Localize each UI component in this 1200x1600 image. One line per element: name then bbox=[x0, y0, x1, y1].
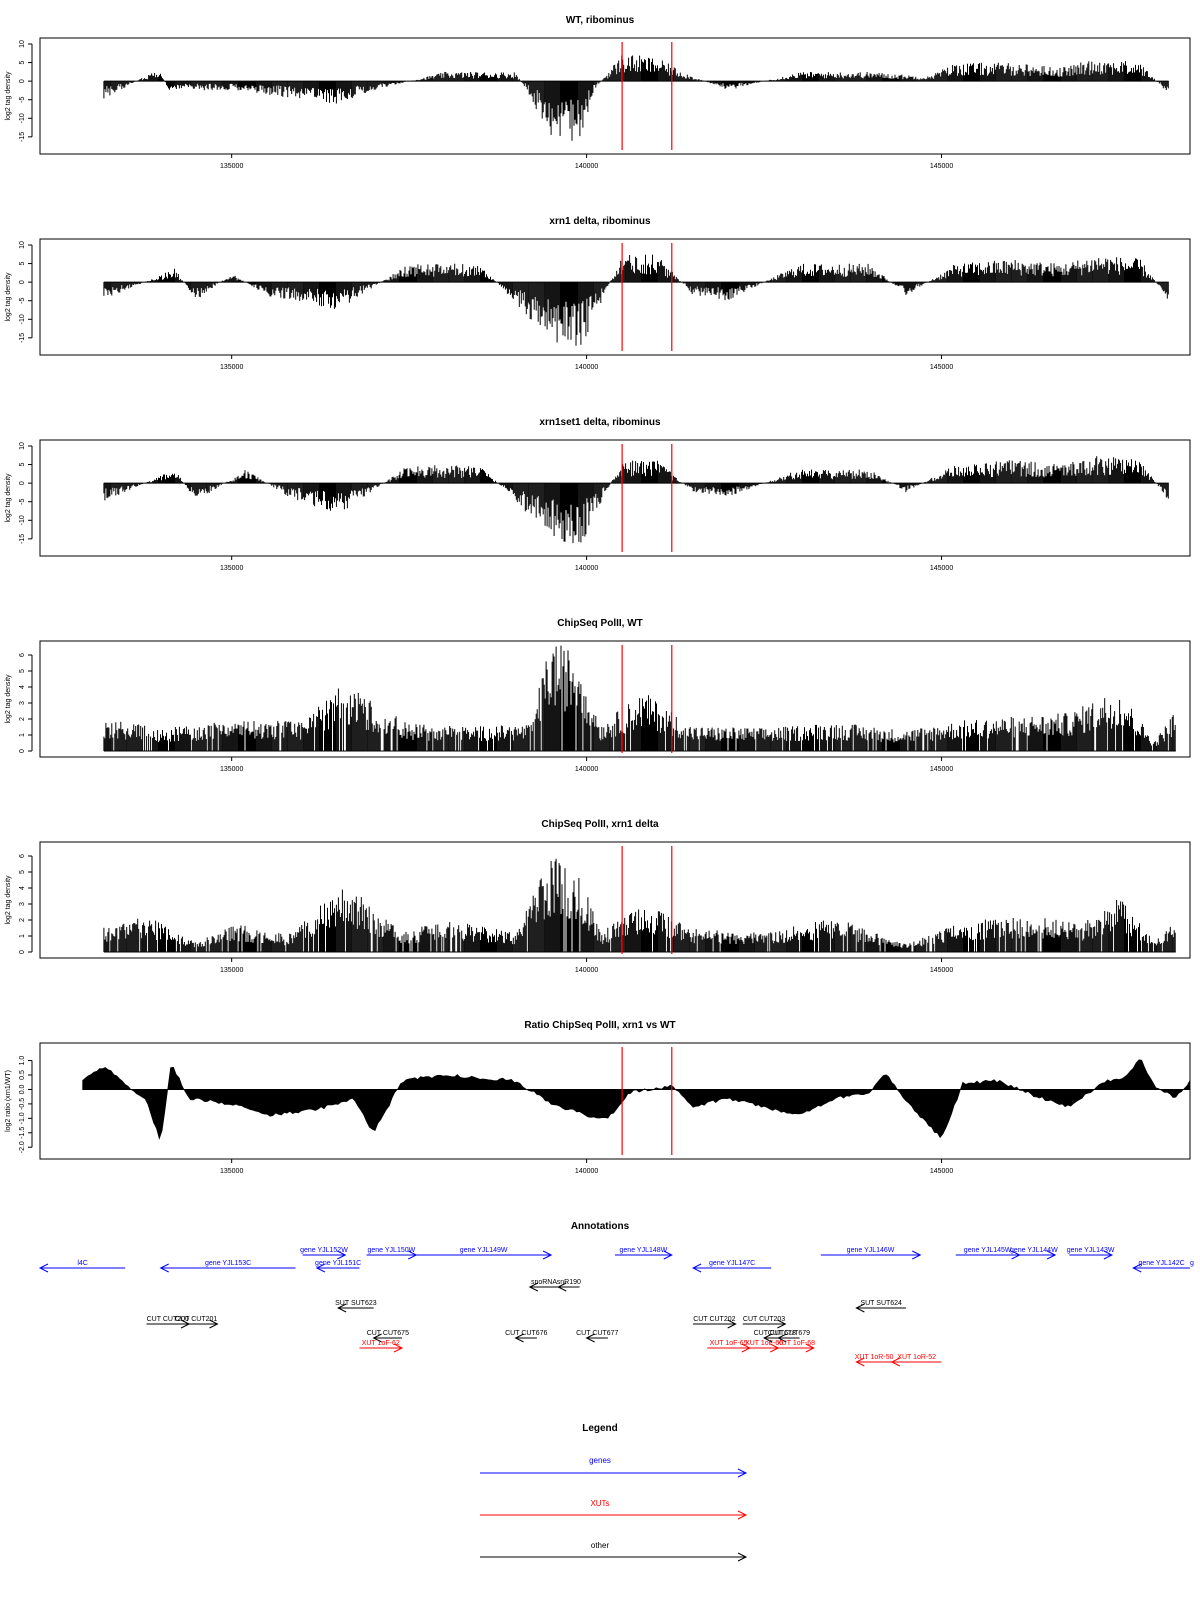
panel-title-6: Ratio ChipSeq PolII, xrn1 vs WT bbox=[524, 1020, 675, 1031]
y-tick-label: 5 bbox=[19, 262, 26, 266]
y-tick-label: 5 bbox=[19, 61, 26, 65]
y-tick-label: 3 bbox=[19, 701, 26, 705]
x-tick-label: 140000 bbox=[575, 565, 598, 572]
x-tick-label: 135000 bbox=[220, 163, 243, 170]
y-tick-label: 0 bbox=[19, 749, 26, 753]
panel-frame-1 bbox=[39, 37, 1191, 155]
panel-title-4: ChipSeq PolII, WT bbox=[557, 618, 643, 629]
y-axis-label-4: log2 tag density bbox=[5, 674, 12, 724]
y-tick-label: 4 bbox=[19, 685, 26, 689]
x-tick-label: 145000 bbox=[930, 565, 953, 572]
x-tick-label: 140000 bbox=[575, 364, 598, 371]
x-tick-label: 145000 bbox=[930, 364, 953, 371]
y-tick-label: -10 bbox=[19, 113, 26, 123]
panel-5-plot: 6 5 4 3 2 1 0 135000 140000 145000 bbox=[19, 846, 1176, 974]
panel-3-plot: 10 5 0 -5 -10 -15 135000 140000 145000 bbox=[19, 442, 1169, 572]
panel-1-plot: 10 5 0 -5 -10 -15 135000 140000 145000 bbox=[19, 40, 1169, 170]
x-tick-label: 135000 bbox=[220, 364, 243, 371]
y-tick-label: 5 bbox=[19, 669, 26, 673]
y-tick-label: -15 bbox=[19, 132, 26, 142]
y-tick-label: -10 bbox=[19, 314, 26, 324]
y-tick-label: 1 bbox=[19, 934, 26, 938]
y-axis-label-5: log2 tag density bbox=[5, 875, 12, 925]
y-axis-label-3: log2 tag density bbox=[5, 473, 12, 523]
panel-4-plot: 6 5 4 3 2 1 0 135000 140000 145000 bbox=[19, 645, 1176, 773]
y-tick-label: 10 bbox=[19, 442, 26, 450]
x-tick-label: 135000 bbox=[220, 967, 243, 974]
y-axis-label-2: log2 tag density bbox=[5, 272, 12, 322]
y-tick-label: 5 bbox=[19, 463, 26, 467]
y-tick-label: 0 bbox=[19, 79, 26, 83]
y-tick-label: 0 bbox=[19, 481, 26, 485]
x-tick-label: 140000 bbox=[575, 967, 598, 974]
panel-title-2: xrn1 delta, ribominus bbox=[549, 216, 651, 227]
y-tick-label: 10 bbox=[19, 40, 26, 48]
y-tick-label: 10 bbox=[19, 241, 26, 249]
panel-title-3: xrn1set1 delta, ribominus bbox=[539, 417, 661, 428]
y-tick-label: 6 bbox=[19, 854, 26, 858]
x-tick-label: 135000 bbox=[220, 565, 243, 572]
y-tick-label: 1 bbox=[19, 733, 26, 737]
panel-frame-6 bbox=[39, 1042, 1191, 1160]
y-tick-label: -5 bbox=[19, 499, 26, 505]
panel-title-5: ChipSeq PolII, xrn1 delta bbox=[541, 819, 659, 830]
y-tick-label: 0 bbox=[19, 280, 26, 284]
x-tick-label: 145000 bbox=[930, 766, 953, 773]
panel-frame-3 bbox=[39, 439, 1191, 557]
panel-2-plot: 10 5 0 -5 -10 -15 135000 140000 145000 bbox=[19, 241, 1169, 371]
y-tick-label: 0 bbox=[19, 950, 26, 954]
y-axis-label-1: log2 tag density bbox=[5, 71, 12, 121]
y-tick-label: -5 bbox=[19, 97, 26, 103]
panel-frame-4 bbox=[39, 640, 1191, 758]
panel-title-1: WT, ribominus bbox=[566, 15, 635, 26]
x-tick-label: 135000 bbox=[220, 766, 243, 773]
x-tick-label: 140000 bbox=[575, 766, 598, 773]
y-axis-label-6: log2 ratio (xrn1/WT) bbox=[5, 1070, 12, 1132]
y-tick-label: 5 bbox=[19, 870, 26, 874]
panel-frame-2 bbox=[39, 238, 1191, 356]
x-tick-label: 145000 bbox=[930, 163, 953, 170]
y-tick-label: -10 bbox=[19, 515, 26, 525]
y-tick-label: 2 bbox=[19, 717, 26, 721]
y-tick-label: 4 bbox=[19, 886, 26, 890]
y-tick-label: -15 bbox=[19, 534, 26, 544]
y-tick-label: -15 bbox=[19, 333, 26, 343]
panel-frame-5 bbox=[39, 841, 1191, 959]
x-tick-label: 145000 bbox=[930, 967, 953, 974]
y-tick-label: 2 bbox=[19, 918, 26, 922]
x-tick-label: 140000 bbox=[575, 163, 598, 170]
y-tick-label: 3 bbox=[19, 902, 26, 906]
y-tick-label: 6 bbox=[19, 653, 26, 657]
y-tick-label: -5 bbox=[19, 298, 26, 304]
